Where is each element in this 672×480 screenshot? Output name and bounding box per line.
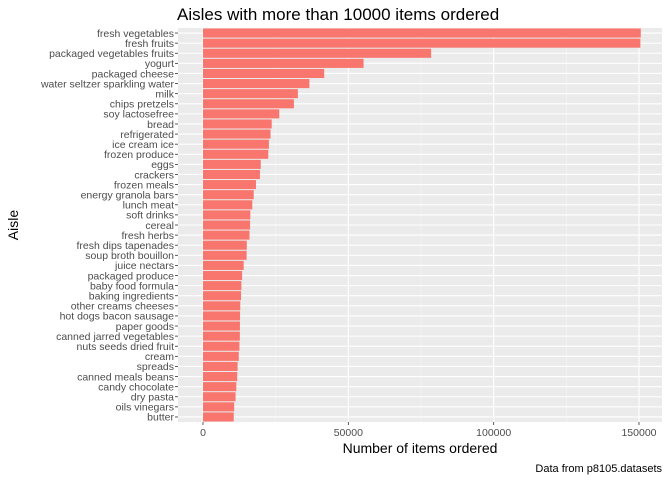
bar: [203, 321, 240, 331]
bar: [203, 331, 240, 341]
y-tick-label: spreads: [137, 361, 174, 373]
bar: [203, 149, 269, 159]
x-tick-labels: 0 50000 100000 150000: [200, 427, 657, 439]
y-tick-label: fresh herbs: [121, 230, 174, 242]
y-ticks: [175, 32, 178, 418]
bar: [203, 68, 325, 79]
bar: [203, 200, 253, 210]
bar: [203, 250, 247, 260]
bar: [203, 230, 250, 240]
bar: [203, 291, 242, 301]
x-tick-label: 100000: [476, 427, 511, 439]
y-tick-label: packaged cheese: [92, 68, 174, 80]
y-tick-label: yogurt: [145, 58, 174, 70]
y-tick-label: water seltzer sparkling water: [40, 78, 175, 90]
bar: [203, 129, 271, 139]
bar: [203, 351, 239, 361]
y-tick-label: frozen produce: [104, 149, 174, 161]
y-tick-label: ice cream ice: [112, 139, 174, 151]
y-tick-label: soy lactosefree: [103, 109, 174, 121]
y-axis-title: Aisle: [5, 210, 21, 241]
y-tick-label: packaged produce: [88, 270, 175, 282]
bar: [203, 240, 247, 250]
y-tick-label: canned jarred vegetables: [56, 331, 174, 343]
x-tick-label: 150000: [621, 427, 656, 439]
y-tick-label: canned meals beans: [77, 371, 174, 383]
bar: [203, 301, 241, 311]
bar: [203, 382, 237, 392]
y-tick-label: other creams cheeses: [71, 301, 174, 313]
bar: [203, 412, 234, 422]
y-tick-label: hot dogs bacon sausage: [60, 311, 175, 323]
y-tick-label: soft drinks: [126, 210, 174, 222]
y-tick-label: frozen meals: [114, 179, 174, 191]
x-axis-title: Number of items ordered: [343, 440, 498, 456]
y-tick-label: baby food formula: [90, 280, 174, 292]
y-tick-label: chips pretzels: [110, 99, 174, 111]
y-tick-label: refrigerated: [120, 129, 174, 141]
x-tick-label: 50000: [334, 427, 363, 439]
bar: [203, 139, 269, 149]
bar: [203, 48, 432, 58]
y-tick-label: packaged vegetables fruits: [49, 48, 174, 60]
y-tick-label: butter: [147, 412, 174, 424]
bar: [203, 190, 254, 200]
bar: [203, 392, 236, 402]
bar: [203, 79, 310, 89]
bar: [203, 371, 238, 382]
bar: [203, 119, 272, 129]
x-tick-label: 0: [200, 427, 206, 439]
y-tick-label: paper goods: [116, 321, 174, 333]
y-tick-label: candy chocolate: [98, 381, 174, 393]
bar: [203, 28, 641, 38]
y-tick-label: dry pasta: [131, 392, 174, 404]
bar: [203, 341, 240, 351]
y-tick-label: milk: [155, 88, 174, 100]
bar: [203, 281, 242, 291]
bar: [203, 220, 251, 230]
y-tick-label: crackers: [134, 169, 174, 181]
chart-title: Aisles with more than 10000 items ordere…: [177, 5, 499, 24]
y-tick-label: lunch meat: [123, 200, 174, 212]
bar: [203, 210, 251, 220]
bar: [203, 361, 238, 371]
x-ticks: [202, 422, 640, 425]
y-tick-label: cereal: [145, 220, 174, 232]
y-tick-label: baking ingredients: [89, 291, 174, 303]
y-tick-label: cream: [145, 351, 174, 363]
y-tick-label: oils vinegars: [116, 402, 174, 414]
y-tick-label: nuts seeds dried fruit: [77, 341, 175, 353]
chart-caption: Data from p8105.datasets: [535, 463, 662, 475]
y-tick-label: fresh dips tapenades: [77, 240, 174, 252]
bar: [203, 270, 243, 281]
y-tick-label: soup broth bouillon: [85, 250, 174, 262]
bar: [203, 402, 235, 412]
y-tick-label: fresh vegetables: [97, 28, 174, 40]
bar: [203, 260, 244, 270]
y-tick-label: energy granola bars: [81, 189, 174, 201]
bar: [203, 38, 641, 48]
bar: [203, 58, 364, 68]
y-tick-label: bread: [147, 119, 174, 131]
y-tick-label: juice nectars: [114, 260, 174, 272]
bar: [203, 311, 241, 321]
bar: [203, 99, 294, 109]
y-tick-label: fresh fruits: [125, 38, 174, 50]
bar: [203, 169, 260, 180]
bar: [203, 159, 261, 169]
bar: [203, 89, 298, 99]
bar: [203, 109, 280, 119]
bar: [203, 180, 256, 190]
y-tick-label: eggs: [151, 159, 174, 171]
bars: [203, 28, 641, 422]
